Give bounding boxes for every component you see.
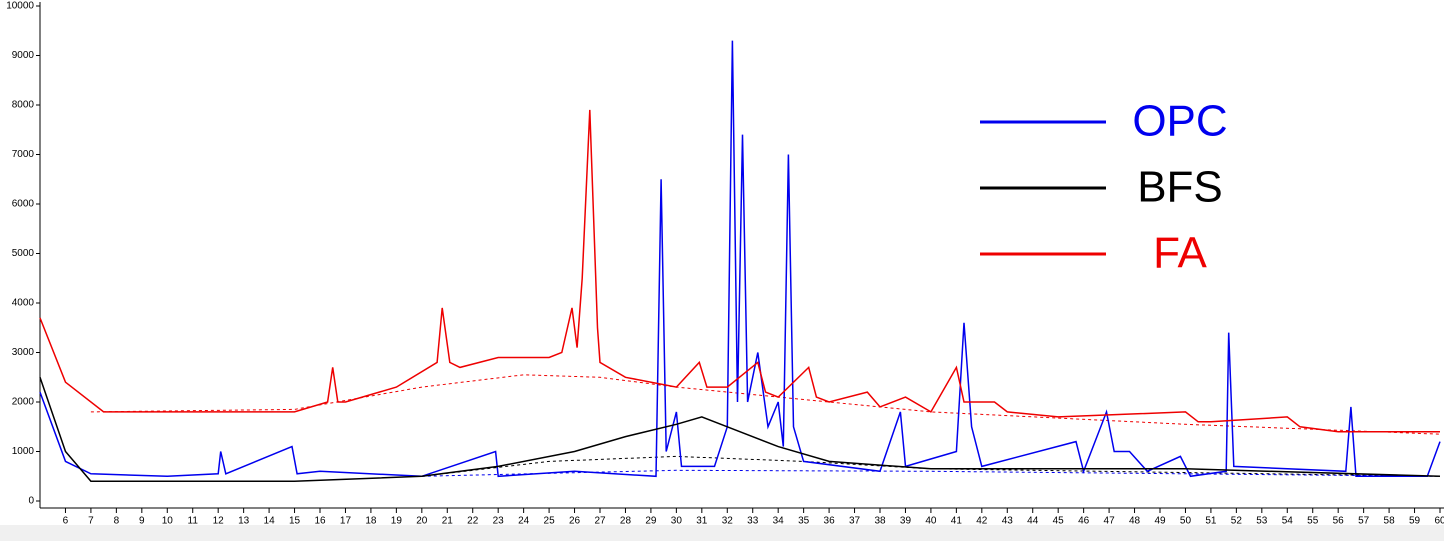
series-line: [39, 40, 1441, 478]
x-tick-label: 44: [1027, 516, 1039, 527]
x-tick-label: 14: [264, 516, 276, 527]
x-tick-label: 12: [213, 516, 225, 527]
x-tick-label: 15: [289, 516, 301, 527]
x-tick-label: 28: [620, 516, 632, 527]
x-tick-label: 20: [416, 516, 428, 527]
x-tick-label: 31: [696, 516, 708, 527]
bottom-strip: [0, 525, 1444, 541]
y-tick-label: 4000: [12, 298, 35, 309]
x-tick-label: 13: [238, 516, 250, 527]
x-tick-label: 6: [63, 516, 69, 527]
x-tick-label: 41: [951, 516, 963, 527]
y-tick-label: 2000: [12, 397, 35, 408]
x-tick-label: 21: [442, 516, 454, 527]
x-tick-label: 27: [594, 516, 606, 527]
x-tick-label: 58: [1384, 516, 1396, 527]
x-tick-label: 59: [1409, 516, 1421, 527]
x-tick-label: 8: [114, 516, 120, 527]
baseline: [90, 374, 1441, 435]
y-tick-label: 1000: [12, 446, 35, 457]
x-tick-label: 37: [849, 516, 861, 527]
baseline: [421, 455, 1441, 477]
x-tick-label: 39: [900, 516, 912, 527]
x-tick-label: 24: [518, 516, 530, 527]
x-tick-label: 40: [925, 516, 937, 527]
y-tick-label: 5000: [12, 248, 35, 259]
x-tick-label: 32: [722, 516, 734, 527]
x-tick-label: 51: [1205, 516, 1217, 527]
x-tick-label: 19: [391, 516, 403, 527]
x-tick-label: 45: [1053, 516, 1065, 527]
x-tick-label: 30: [671, 516, 683, 527]
x-tick-label: 53: [1256, 516, 1268, 527]
x-tick-label: 57: [1358, 516, 1370, 527]
x-tick-label: 38: [874, 516, 886, 527]
y-tick-label: 10000: [6, 1, 34, 12]
x-tick-label: 36: [824, 516, 836, 527]
y-tick-label: 8000: [12, 100, 35, 111]
x-tick-label: 48: [1129, 516, 1141, 527]
x-tick-label: 54: [1282, 516, 1294, 527]
x-tick-label: 52: [1231, 516, 1243, 527]
x-tick-label: 16: [314, 516, 326, 527]
x-tick-label: 17: [340, 516, 352, 527]
y-tick-label: 7000: [12, 149, 35, 160]
x-tick-label: 9: [139, 516, 145, 527]
x-tick-label: 18: [365, 516, 377, 527]
x-tick-label: 42: [976, 516, 988, 527]
x-tick-label: 56: [1333, 516, 1345, 527]
x-tick-label: 29: [645, 516, 657, 527]
series-line: [39, 377, 1441, 482]
legend-label: FA: [1153, 229, 1207, 278]
x-tick-label: 35: [798, 516, 810, 527]
x-tick-label: 10: [162, 516, 174, 527]
x-tick-label: 47: [1104, 516, 1116, 527]
x-tick-label: 49: [1154, 516, 1166, 527]
x-tick-label: 50: [1180, 516, 1192, 527]
legend-label: BFS: [1137, 163, 1223, 212]
y-tick-label: 0: [28, 496, 34, 507]
x-tick-label: 60: [1434, 516, 1444, 527]
y-tick-label: 9000: [12, 50, 35, 61]
x-tick-label: 43: [1002, 516, 1014, 527]
x-tick-label: 22: [467, 516, 479, 527]
series-line: [39, 109, 1440, 433]
y-tick-label: 3000: [12, 347, 35, 358]
x-tick-label: 46: [1078, 516, 1090, 527]
x-tick-label: 25: [544, 516, 556, 527]
legend-label: OPC: [1132, 97, 1227, 146]
x-tick-label: 7: [88, 516, 94, 527]
x-tick-label: 23: [493, 516, 505, 527]
x-tick-label: 33: [747, 516, 759, 527]
x-tick-label: 55: [1307, 516, 1319, 527]
x-tick-label: 26: [569, 516, 581, 527]
x-tick-label: 11: [188, 516, 199, 527]
x-tick-label: 34: [773, 516, 785, 527]
y-tick-label: 6000: [12, 199, 35, 210]
